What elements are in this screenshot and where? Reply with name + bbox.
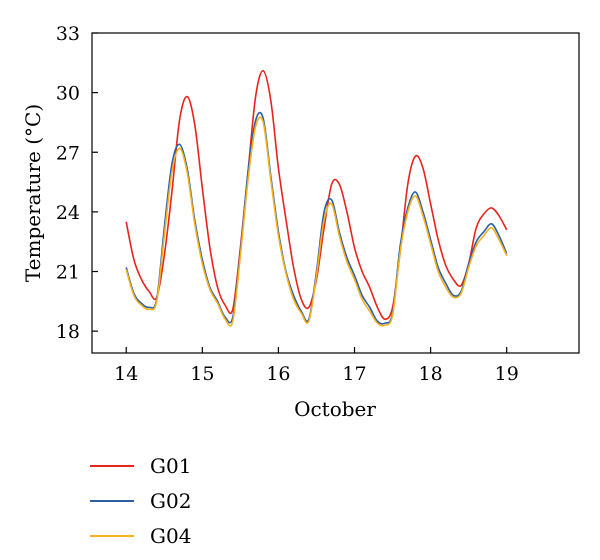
x-tick-label: 17 bbox=[342, 363, 366, 385]
y-tick-label: 21 bbox=[56, 262, 80, 284]
y-tick-label: 33 bbox=[56, 23, 80, 45]
y-axis-title: Temperature (°C) bbox=[21, 104, 45, 282]
y-tick-label: 30 bbox=[56, 83, 80, 105]
temperature-line-chart: 14 15 16 17 18 19 18 21 24 27 30 33 October Temper… bbox=[21, 23, 580, 421]
series-line-g01 bbox=[125, 70, 508, 320]
series-lines bbox=[125, 70, 508, 327]
legend-swatch bbox=[90, 464, 134, 467]
legend-item-g04: G04 bbox=[90, 518, 191, 553]
y-tick-label: 18 bbox=[56, 321, 80, 343]
legend-swatch bbox=[90, 534, 134, 537]
legend-label: G04 bbox=[150, 523, 192, 548]
x-tick-label: 16 bbox=[266, 363, 290, 385]
x-axis-ticks: 14 15 16 17 18 19 bbox=[114, 347, 519, 385]
x-tick-label: 14 bbox=[114, 363, 138, 385]
y-tick-label: 24 bbox=[56, 202, 80, 224]
legend: G01 G02 G04 bbox=[90, 448, 191, 553]
legend-label: G02 bbox=[150, 488, 192, 513]
series-line-g04 bbox=[125, 116, 508, 327]
x-axis-title: October bbox=[294, 397, 376, 421]
legend-item-g01: G01 bbox=[90, 448, 191, 483]
y-tick-label: 27 bbox=[56, 142, 80, 164]
legend-swatch bbox=[90, 499, 134, 502]
x-tick-label: 18 bbox=[419, 363, 443, 385]
legend-item-g02: G02 bbox=[90, 483, 191, 518]
plot-frame bbox=[91, 32, 580, 354]
x-tick-label: 15 bbox=[190, 363, 214, 385]
x-tick-label: 19 bbox=[495, 363, 519, 385]
legend-label: G01 bbox=[150, 453, 192, 478]
y-axis-ticks: 18 21 24 27 30 33 bbox=[56, 23, 98, 343]
